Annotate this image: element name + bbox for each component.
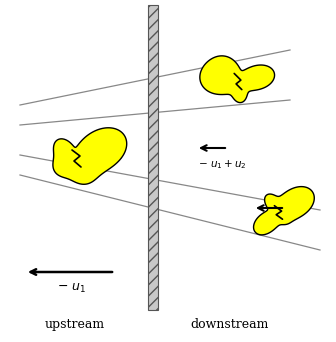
Text: $-\ \mathit{u}_{1}+\mathit{u}_{2}$: $-\ \mathit{u}_{1}+\mathit{u}_{2}$ [198, 158, 246, 171]
Polygon shape [53, 128, 127, 184]
Polygon shape [254, 187, 314, 235]
Text: $-\ \mathit{u}_{1}$: $-\ \mathit{u}_{1}$ [57, 282, 87, 295]
Bar [148, 5, 158, 310]
Polygon shape [200, 56, 275, 103]
Text: upstream: upstream [45, 318, 105, 331]
Text: downstream: downstream [191, 318, 269, 331]
